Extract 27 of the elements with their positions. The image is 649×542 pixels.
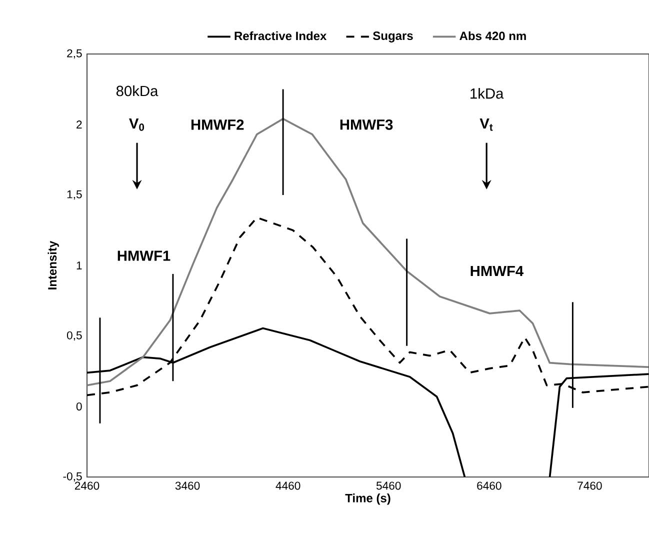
- y-tick-label: 1,5: [67, 190, 82, 200]
- x-tick-label: 5460: [376, 482, 401, 490]
- annotation: 1kDa: [470, 88, 504, 99]
- annotation: V$_{0}$: [129, 118, 144, 131]
- annotation: 80kDa: [116, 85, 158, 96]
- legend-label: Refractive Index: [234, 31, 327, 40]
- line-series: [87, 118, 649, 386]
- annotation: HMWF4: [470, 266, 524, 276]
- x-tick-label: 7460: [578, 482, 602, 490]
- y-tick-label: 1: [76, 262, 82, 270]
- x-tick-label: 3460: [175, 482, 200, 490]
- annotation: HMWF1: [118, 250, 170, 261]
- legend-label: Sugars: [373, 32, 413, 42]
- annotation: V$_{t}$: [480, 118, 493, 131]
- legend-label: Abs 420 nm: [460, 31, 526, 40]
- y-tick-label: -0,5: [63, 472, 82, 482]
- y-tick-label: 2,5: [67, 49, 82, 59]
- annotation: HMWF3: [340, 119, 393, 130]
- x-tick-label: 2460: [74, 482, 100, 490]
- y-axis-title: Intensity: [48, 240, 59, 290]
- x-axis-title: Time (s): [345, 494, 390, 505]
- y-tick-label: 2: [76, 120, 82, 128]
- y-tick-label: 0: [76, 402, 82, 410]
- x-tick-label: 6460: [477, 482, 502, 490]
- y-tick-label: 0,5: [66, 331, 82, 341]
- annotation: HMWF2: [191, 120, 244, 130]
- x-tick-label: 4460: [276, 482, 300, 490]
